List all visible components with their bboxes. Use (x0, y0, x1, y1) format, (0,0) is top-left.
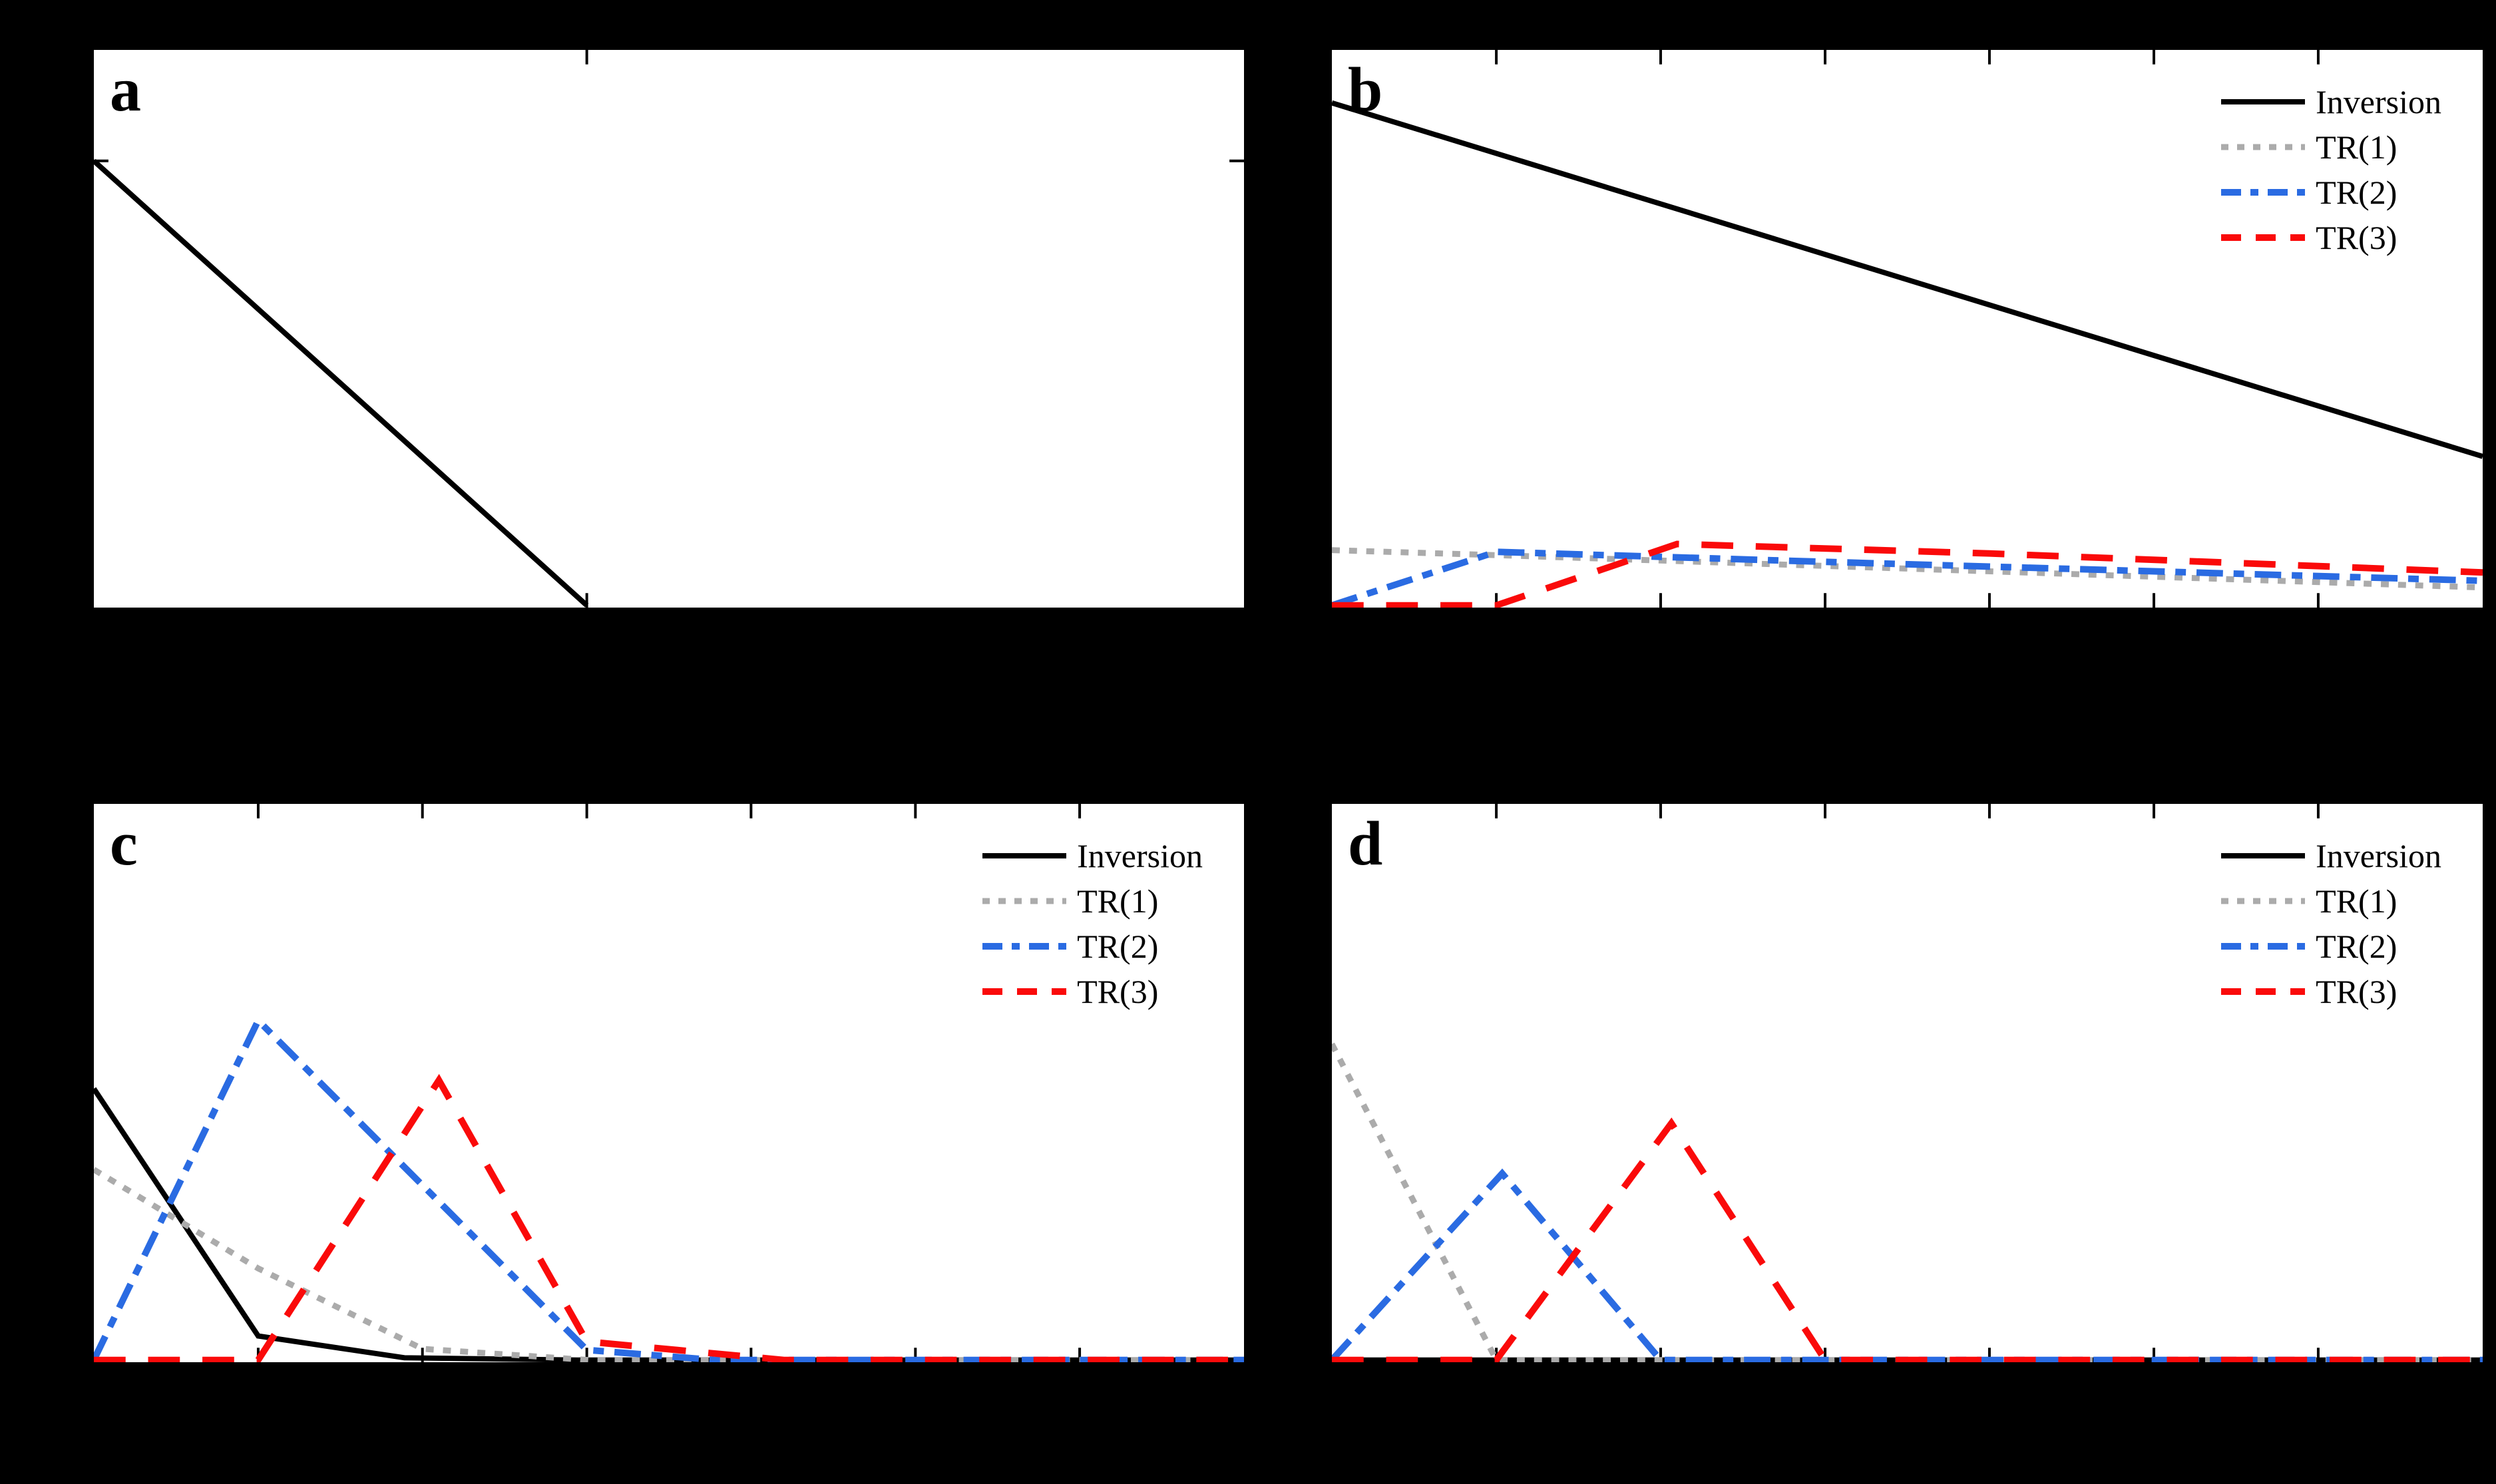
legend-row: TR(3) (981, 969, 1203, 1014)
panel-d: d Inversion TR(1) TR(2) TR(3) (1329, 801, 2486, 1366)
legend-row: TR(2) (981, 924, 1203, 969)
legend-row: Inversion (981, 833, 1203, 878)
legend-row: Inversion (2220, 79, 2441, 124)
legend-label-inversion: Inversion (1077, 837, 1203, 874)
legend-line-inversion-icon (982, 853, 1067, 858)
plot-area-d (1332, 804, 2483, 1362)
legend-line-tr1-icon (2221, 898, 2306, 904)
legend-label-inversion: Inversion (2316, 837, 2441, 874)
legend-row: TR(1) (2220, 124, 2441, 170)
legend-panel-b: Inversion TR(1) TR(2) TR(3) (2220, 79, 2441, 260)
legend-panel-d: Inversion TR(1) TR(2) TR(3) (2220, 833, 2441, 1014)
legend-label-tr3: TR(3) (2316, 219, 2397, 256)
legend-label-tr1: TR(1) (1077, 882, 1159, 920)
plot-area-c (94, 804, 1244, 1362)
legend-label-tr1: TR(1) (2316, 128, 2397, 166)
legend-row: TR(1) (981, 878, 1203, 924)
legend-label-tr3: TR(3) (1077, 973, 1159, 1010)
panel-letter-a: a (110, 55, 141, 124)
legend-line-tr3-icon (2221, 988, 2306, 995)
legend-label-tr2: TR(2) (2316, 174, 2397, 211)
legend-row: TR(3) (2220, 215, 2441, 260)
legend-label-tr1: TR(1) (2316, 882, 2397, 920)
legend-line-inversion-icon (2221, 853, 2306, 858)
panel-letter-d: d (1348, 809, 1383, 878)
legend-panel-c: Inversion TR(1) TR(2) TR(3) (981, 833, 1203, 1014)
panel-b: b Inversion TR(1) TR(2) TR(3) (1329, 47, 2486, 611)
legend-row: TR(3) (2220, 969, 2441, 1014)
plot-area-a (94, 50, 1244, 608)
panel-letter-b: b (1348, 55, 1383, 124)
panel-letter-c: c (110, 809, 138, 878)
legend-line-tr3-icon (2221, 234, 2306, 241)
legend-line-tr2-icon (2221, 189, 2306, 196)
panel-a: a (91, 47, 1247, 611)
legend-line-tr1-icon (982, 898, 1067, 904)
legend-line-tr3-icon (982, 988, 1067, 995)
legend-row: Inversion (2220, 833, 2441, 878)
legend-label-tr2: TR(2) (1077, 928, 1159, 965)
legend-row: TR(2) (2220, 170, 2441, 215)
legend-row: TR(2) (2220, 924, 2441, 969)
legend-row: TR(1) (2220, 878, 2441, 924)
legend-line-tr2-icon (2221, 943, 2306, 950)
panel-c: c Inversion TR(1) TR(2) TR(3) (91, 801, 1247, 1366)
legend-line-inversion-icon (2221, 99, 2306, 104)
legend-line-tr2-icon (982, 943, 1067, 950)
legend-label-tr2: TR(2) (2316, 928, 2397, 965)
legend-line-tr1-icon (2221, 144, 2306, 150)
legend-label-inversion: Inversion (2316, 83, 2441, 120)
plot-area-b (1332, 50, 2483, 608)
legend-label-tr3: TR(3) (2316, 973, 2397, 1010)
